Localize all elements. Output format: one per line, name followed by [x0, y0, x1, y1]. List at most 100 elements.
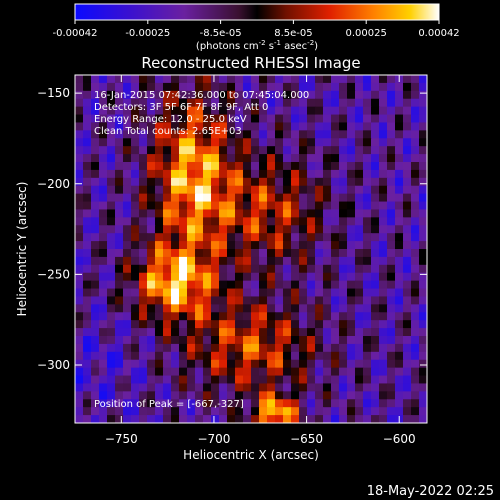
heatmap-cell [139, 336, 148, 345]
heatmap-cell [211, 106, 220, 116]
heatmap-cell [99, 233, 108, 242]
heatmap-cell [411, 359, 420, 369]
heatmap-cell [163, 256, 172, 266]
heatmap-cell [243, 320, 252, 329]
heatmap-cell [291, 343, 300, 353]
heatmap-cell [315, 320, 324, 329]
heatmap-cell [267, 399, 276, 408]
heatmap-cell [211, 82, 220, 92]
heatmap-cell [211, 90, 220, 100]
heatmap-cell [171, 169, 180, 179]
heatmap-cell [347, 336, 356, 345]
heatmap-cell [139, 75, 148, 84]
heatmap-cell [155, 407, 164, 416]
heatmap-cell [131, 130, 140, 139]
heatmap-cell [275, 146, 284, 155]
heatmap-cell [83, 75, 92, 84]
heatmap-cell [403, 90, 412, 100]
heatmap-cell [355, 288, 364, 298]
heatmap-cell [147, 336, 156, 345]
heatmap-cell [259, 138, 268, 147]
heatmap-cell [395, 193, 404, 203]
heatmap-cell [331, 375, 340, 385]
heatmap-cell [99, 138, 108, 147]
heatmap-cell [179, 114, 188, 124]
heatmap-cell [299, 130, 308, 139]
heatmap-cell [403, 359, 412, 369]
heatmap-cell [187, 328, 196, 337]
heatmap-cell [275, 288, 284, 298]
heatmap-cell [267, 177, 276, 187]
heatmap-cell [243, 241, 252, 250]
heatmap-cell [235, 241, 244, 250]
heatmap-cell [211, 272, 220, 282]
heatmap-cell [251, 114, 260, 124]
heatmap-cell [323, 296, 332, 305]
heatmap-cell [411, 169, 420, 179]
heatmap-cell [411, 351, 420, 361]
heatmap-cell [219, 304, 228, 313]
heatmap-cell [379, 399, 388, 408]
heatmap-cell [339, 288, 348, 298]
heatmap-cell [115, 169, 124, 179]
heatmap-cell [395, 399, 404, 408]
heatmap-cell [211, 343, 220, 353]
heatmap-cell [131, 146, 140, 155]
heatmap-cell [203, 272, 212, 282]
heatmap-cell [299, 82, 308, 92]
heatmap-cell [283, 82, 292, 92]
heatmap-cell [299, 383, 308, 392]
heatmap-cell [291, 249, 300, 258]
heatmap-cell [195, 82, 204, 92]
heatmap-cell [283, 272, 292, 282]
heatmap-cell [75, 130, 84, 139]
heatmap-cell [419, 415, 427, 423]
heatmap-cell [275, 415, 284, 423]
heatmap-cell [283, 177, 292, 187]
heatmap-cell [99, 114, 108, 124]
heatmap-cell [411, 75, 420, 84]
heatmap-cell [163, 343, 172, 353]
heatmap-cell [347, 343, 356, 353]
heatmap-cell [147, 288, 156, 298]
heatmap-cell [147, 217, 156, 226]
heatmap-cell [283, 359, 292, 369]
heatmap-cell [155, 367, 164, 377]
heatmap-cell [307, 154, 316, 163]
heatmap-cell [75, 98, 84, 108]
heatmap-cell [411, 146, 420, 155]
heatmap-cell [275, 343, 284, 353]
heatmap-cell [371, 383, 380, 392]
heatmap-cell [419, 241, 427, 250]
heatmap-cell [171, 296, 180, 305]
heatmap-cell [163, 138, 172, 147]
heatmap-cell [299, 359, 308, 369]
heatmap-cell [291, 98, 300, 108]
heatmap-cell [267, 312, 276, 321]
heatmap-cell [187, 209, 196, 218]
heatmap-cell [275, 130, 284, 139]
heatmap-cell [251, 82, 260, 92]
heatmap-cell [235, 296, 244, 305]
heatmap-cell [83, 280, 92, 290]
heatmap-cell [315, 391, 324, 400]
heatmap-cell [155, 201, 164, 211]
heatmap-cell [163, 209, 172, 218]
heatmap-cell [259, 169, 268, 179]
heatmap-cell [339, 98, 348, 108]
heatmap-cell [131, 193, 140, 203]
heatmap-cell [163, 415, 172, 423]
heatmap-cell [299, 391, 308, 400]
heatmap-cell [355, 177, 364, 187]
heatmap-cell [235, 415, 244, 423]
heatmap-cell [187, 280, 196, 290]
heatmap-cell [235, 359, 244, 369]
heatmap-cell [339, 177, 348, 187]
heatmap-cell [411, 407, 420, 416]
heatmap-cell [323, 75, 332, 84]
heatmap-cell [235, 114, 244, 124]
heatmap-cell [315, 209, 324, 218]
heatmap-cell [315, 328, 324, 337]
heatmap-cell [155, 90, 164, 100]
heatmap-cell [235, 288, 244, 298]
